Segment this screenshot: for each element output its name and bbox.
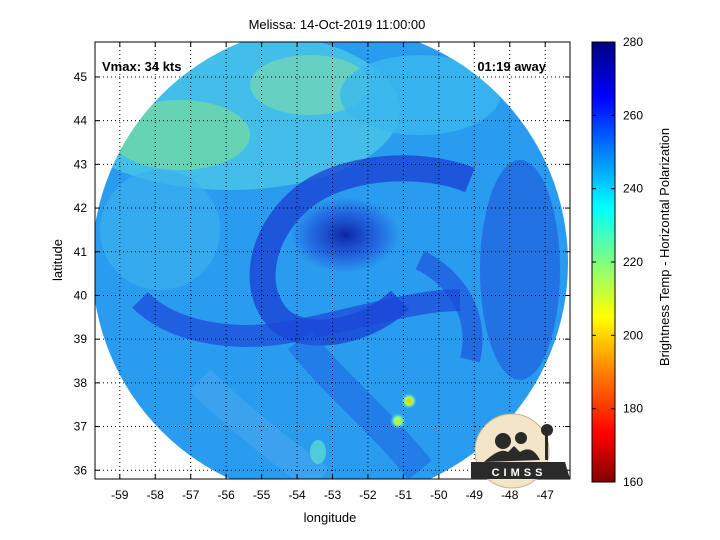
y-tick-label: 38 xyxy=(74,376,88,390)
x-tick-label: -58 xyxy=(147,488,165,502)
colorbar-label: Brightness Temp - Horizontal Polarizatio… xyxy=(657,128,672,366)
x-tick-label: -56 xyxy=(217,488,235,502)
y-tick-label: 39 xyxy=(74,332,88,346)
x-tick-label: -52 xyxy=(359,488,377,502)
colorbar-tick-label: 180 xyxy=(623,402,643,416)
x-axis-label: longitude xyxy=(304,510,357,525)
x-tick-label: -57 xyxy=(182,488,200,502)
vmax-annotation: Vmax: 34 kts xyxy=(102,59,182,74)
colorbar-tick-label: 220 xyxy=(623,255,643,269)
y-axis: 36 37 38 39 40 41 42 43 44 45 xyxy=(74,70,570,477)
y-tick-label: 36 xyxy=(74,463,88,477)
x-tick-label: -49 xyxy=(466,488,484,502)
grid-lines xyxy=(95,42,570,479)
x-tick-label: -51 xyxy=(395,488,413,502)
x-tick-label: -47 xyxy=(537,488,555,502)
y-tick-label: 44 xyxy=(74,114,88,128)
colorbar-tick-label: 240 xyxy=(623,182,643,196)
x-tick-label: -53 xyxy=(324,488,342,502)
logo-text: CIMSS xyxy=(492,467,547,479)
x-tick-label: -48 xyxy=(501,488,519,502)
heatmap-swath xyxy=(95,42,568,479)
colorbar-tick-label: 160 xyxy=(623,475,643,489)
x-tick-label: -55 xyxy=(253,488,271,502)
colorbar-tick-label: 200 xyxy=(623,328,643,342)
cimss-logo: CIMSS xyxy=(471,413,570,489)
y-tick-label: 45 xyxy=(74,70,88,84)
colorbar-ticks: 160 180 200 220 240 260 280 xyxy=(592,35,643,489)
x-tick-label: -54 xyxy=(288,488,306,502)
y-tick-label: 41 xyxy=(74,245,88,259)
y-tick-label: 42 xyxy=(74,201,88,215)
colorbar-tick-label: 280 xyxy=(623,35,643,49)
time-away-annotation: 01:19 away xyxy=(477,59,546,74)
y-tick-label: 40 xyxy=(74,288,88,302)
y-tick-label: 37 xyxy=(74,420,88,434)
colorbar-tick-label: 260 xyxy=(623,108,643,122)
y-axis-label: latitude xyxy=(50,239,65,281)
x-tick-label: -59 xyxy=(111,488,129,502)
y-tick-label: 43 xyxy=(74,157,88,171)
chart-title: Melissa: 14-Oct-2019 11:00:00 xyxy=(249,17,426,32)
x-tick-label: -50 xyxy=(430,488,448,502)
